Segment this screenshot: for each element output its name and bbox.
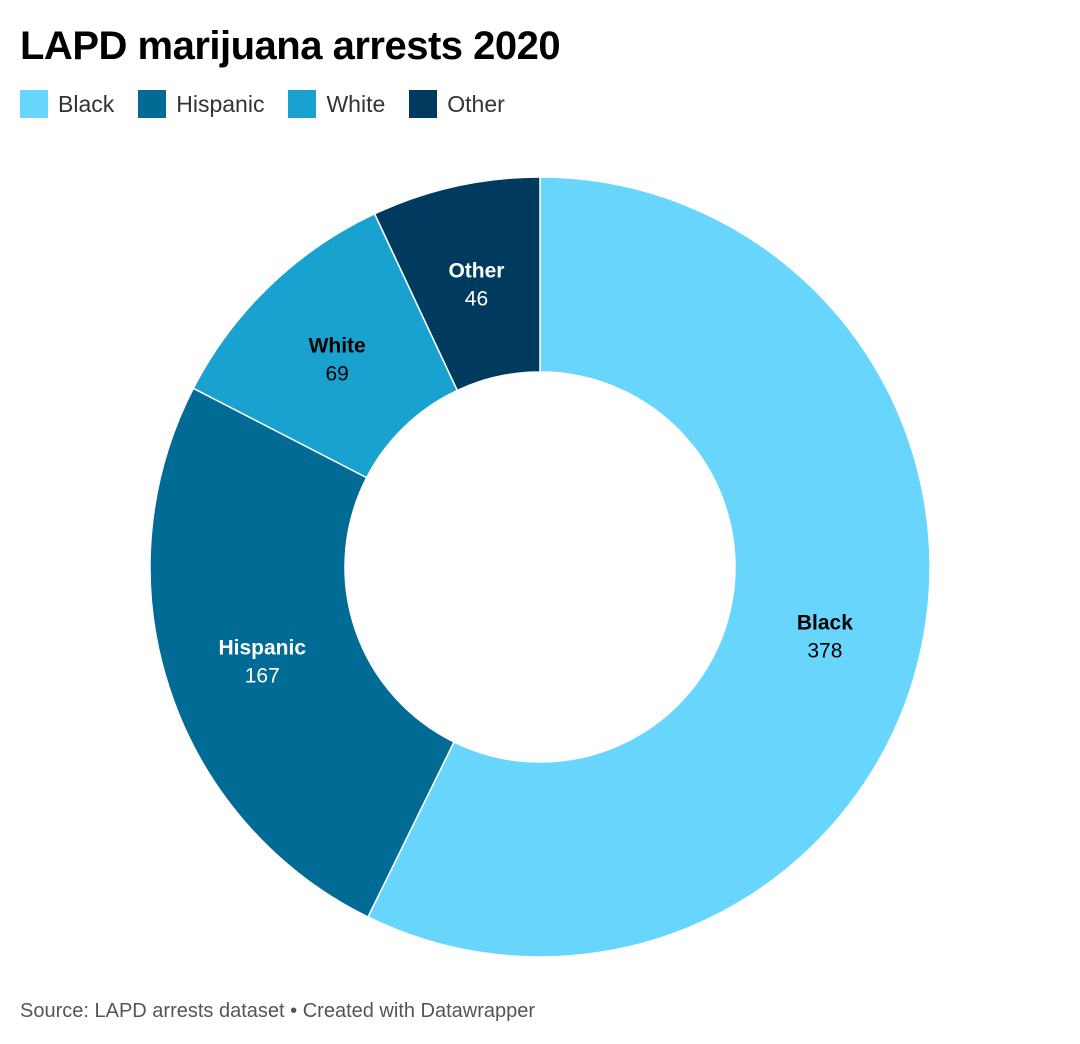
slice-label-name: Hispanic	[218, 637, 306, 660]
legend-item-white: White	[288, 90, 385, 118]
labels-group: Black 378 Hispanic 167 White 69 Other 46	[218, 259, 853, 687]
legend-swatch	[138, 90, 167, 118]
legend-item-black: Black	[20, 90, 114, 118]
legend-label: Hispanic	[176, 91, 265, 117]
slice-black	[366, 176, 931, 958]
legend-label: White	[326, 91, 386, 117]
slice-label-value: 378	[807, 639, 842, 662]
slice-hispanic	[149, 387, 455, 918]
slice-label-value: 167	[245, 665, 280, 688]
source-text: Source: LAPD arrests dataset	[20, 1000, 285, 1022]
legend-item-hispanic: Hispanic	[138, 90, 264, 118]
slice-label-other: Other 46	[448, 259, 504, 310]
legend: Black Hispanic White Other	[20, 88, 529, 120]
legend-label: Black	[58, 91, 115, 117]
slice-label-hispanic: Hispanic 167	[218, 637, 306, 688]
slice-label-name: White	[309, 334, 366, 357]
footer-separator: •	[290, 1000, 298, 1022]
chart-title: LAPD marijuana arrests 2020	[20, 24, 561, 68]
slice-other	[373, 176, 541, 392]
legend-item-other: Other	[409, 90, 505, 118]
footer: Source: LAPD arrests dataset • Created w…	[20, 998, 535, 1024]
slice-label-name: Black	[797, 611, 853, 634]
slice-label-value: 46	[465, 287, 488, 310]
legend-swatch	[20, 90, 48, 118]
legend-swatch	[409, 90, 438, 118]
slice-label-black: Black 378	[797, 611, 853, 662]
slices-group	[149, 176, 931, 958]
slice-label-white: White 69	[309, 334, 366, 385]
slice-label-name: Other	[448, 259, 504, 282]
legend-swatch	[288, 90, 317, 118]
legend-label: Other	[447, 91, 505, 117]
slice-label-value: 69	[325, 362, 348, 385]
credit-text: Created with Datawrapper	[302, 1000, 536, 1022]
